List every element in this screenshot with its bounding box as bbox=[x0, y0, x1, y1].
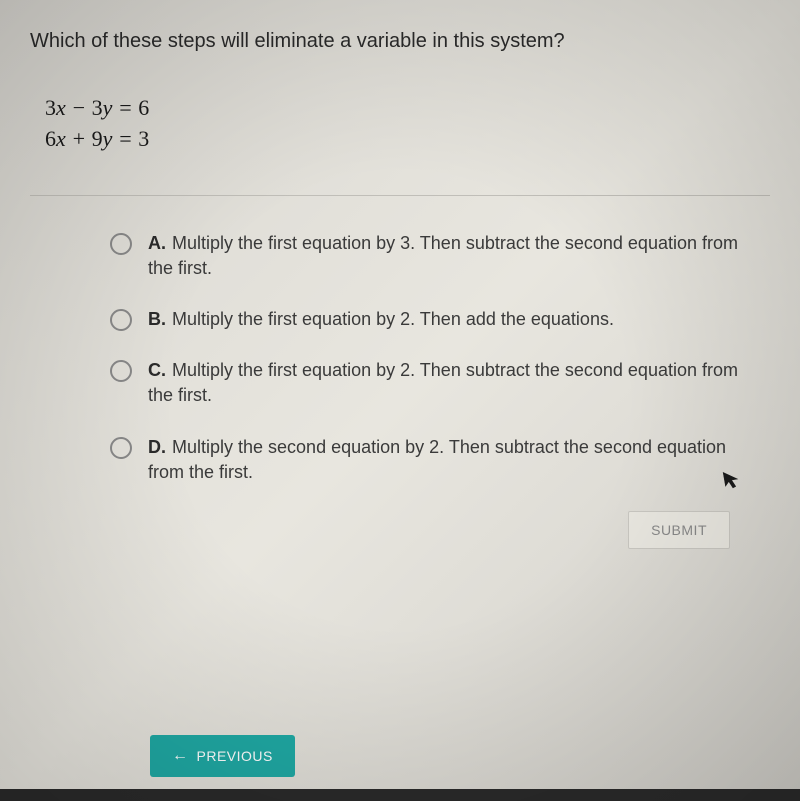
dark-edge bbox=[0, 789, 800, 801]
radio-c[interactable] bbox=[110, 360, 132, 382]
equation-2: 6x + 9y = 3 bbox=[45, 124, 770, 155]
options-list: A.Multiply the first equation by 3. Then… bbox=[30, 231, 770, 485]
option-b-body: Multiply the first equation by 2. Then a… bbox=[172, 309, 614, 329]
equation-1: 3x − 3y = 6 bbox=[45, 93, 770, 124]
divider bbox=[30, 195, 770, 196]
option-c-body: Multiply the first equation by 2. Then s… bbox=[148, 360, 738, 405]
radio-b[interactable] bbox=[110, 309, 132, 331]
submit-button[interactable]: SUBMIT bbox=[628, 511, 730, 549]
option-b[interactable]: B. Multiply the first equation by 2. Then… bbox=[110, 307, 750, 332]
previous-button[interactable]: ← PREVIOUS bbox=[150, 735, 295, 777]
option-a[interactable]: A.Multiply the first equation by 3. Then… bbox=[110, 231, 750, 281]
arrow-left-icon: ← bbox=[172, 747, 189, 765]
option-d-body: Multiply the second equation by 2. Then … bbox=[148, 437, 726, 482]
equation-system: 3x − 3y = 6 6x + 9y = 3 bbox=[45, 93, 770, 155]
option-b-text: B. Multiply the first equation by 2. Then… bbox=[148, 307, 614, 332]
radio-a[interactable] bbox=[110, 233, 132, 255]
previous-label: PREVIOUS bbox=[197, 748, 273, 764]
option-c[interactable]: C.Multiply the first equation by 2. Then… bbox=[110, 358, 750, 408]
option-a-text: A.Multiply the first equation by 3. Then… bbox=[148, 231, 750, 281]
option-a-letter: A. bbox=[148, 233, 166, 253]
option-c-letter: C. bbox=[148, 360, 166, 380]
option-d-letter: D. bbox=[148, 437, 166, 457]
option-d-text: D.Multiply the second equation by 2. The… bbox=[148, 435, 750, 485]
question-text: Which of these steps will eliminate a va… bbox=[30, 30, 770, 53]
bottom-bar: ← PREVIOUS bbox=[0, 711, 800, 801]
option-b-letter: B. bbox=[148, 309, 166, 329]
option-c-text: C.Multiply the first equation by 2. Then… bbox=[148, 358, 750, 408]
radio-d[interactable] bbox=[110, 437, 132, 459]
option-a-body: Multiply the first equation by 3. Then s… bbox=[148, 233, 738, 278]
option-d[interactable]: D.Multiply the second equation by 2. The… bbox=[110, 435, 750, 485]
